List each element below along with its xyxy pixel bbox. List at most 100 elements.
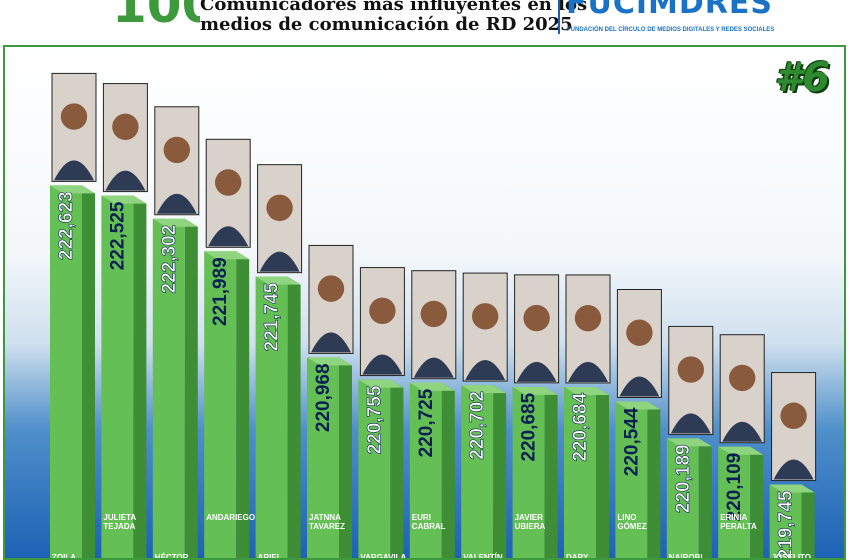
name-label: NAIROBI [668,553,703,560]
bar-group: 222,525 [101,83,148,558]
bar [204,251,237,558]
bar-top [512,386,558,395]
name-label: ERINIA PERALTA [720,513,757,531]
portrait-photo [719,334,765,444]
portrait-photo [616,289,662,399]
name-label: VALENTÍN [463,553,503,560]
bar-top [564,386,609,395]
bar-top [358,379,404,388]
bar [512,386,545,558]
bar-group: 220,109 [718,334,765,558]
bar [769,484,802,558]
portrait-photo [154,106,200,216]
bar-side [390,379,404,558]
name-label: JULIETA TEJADA [103,513,137,531]
bar-group: 222,302 [152,106,200,558]
bar-group: 221,989 [204,138,251,558]
portrait-photo [411,270,457,380]
bar-group: 220,189 [666,325,714,558]
bar [666,438,699,558]
name-label: LINO GÓMEZ [617,513,647,531]
bar-side [801,484,815,558]
bar-group: 219,745 [769,372,817,559]
svg-text:100: 100 [112,0,200,28]
name-label: VARGAVILA [360,553,407,560]
portrait-photo [205,138,251,248]
bar [152,218,185,558]
bar [409,382,442,558]
bar-side [133,195,147,558]
name-label: DARY [566,553,589,560]
bar-top [615,401,661,410]
bar [461,385,494,558]
name-label: ZOILA [52,553,76,560]
name-label: EURI CABRAL [411,513,446,531]
bar-side [287,276,301,558]
portrait-photo [771,372,817,482]
ranking-bar-chart: 222,623 222,525 222,302 221,989 221,745 220,9… [50,72,817,559]
bar-side [493,385,507,558]
name-label: HÉCTOR [154,553,189,560]
header: 100 Comunicadores más influyentes en los… [0,0,850,44]
value-label: 221,989 [210,257,231,326]
value-label: 220,684 [570,393,591,462]
bar-group: 220,685 [512,274,560,558]
bar [101,195,134,558]
value-label: 220,725 [416,388,437,457]
bar-top [409,382,455,391]
bar-top [718,446,764,455]
portrait-photo [359,267,405,377]
value-label: 220,189 [673,444,694,513]
bar-side [750,446,764,558]
bar [564,386,596,558]
bar [358,379,391,558]
bar-top [50,185,95,194]
bar [50,185,82,558]
bar-group: 220,684 [564,274,611,558]
bar-top [461,385,507,394]
title-line-1: Comunicadores más influyentes en los [200,0,588,15]
bar-side [339,357,352,558]
title-line-2: medios de comunicación de RD 2025 [200,14,573,35]
value-label: 222,525 [107,201,128,270]
bar [255,276,288,558]
bar [718,446,751,558]
bar-top [204,251,250,260]
rank-badge: #6 [774,55,830,101]
value-label: 220,685 [519,392,540,461]
portrait-photo [668,325,714,435]
bar [615,401,648,558]
name-label: JOSELITO [771,553,812,560]
bar-side [236,251,250,558]
name-label: ANDARIEGO [206,513,256,522]
value-label: 220,755 [364,385,385,454]
bar-top [255,276,301,285]
bar-side [82,185,95,558]
bar-side [647,401,661,558]
portrait-photo [102,83,148,193]
bar-top [152,218,198,227]
bar-side [184,218,198,558]
portrait-photo [462,272,508,382]
org-subtitle: FUNDACIÓN DEL CÍRCULO DE MEDIOS DIGITALE… [567,27,775,33]
bar-side [441,382,455,558]
value-label: 222,623 [56,191,77,260]
value-label: 220,968 [313,363,334,432]
bar-group: 220,755 [358,267,405,558]
value-label: 220,702 [467,391,488,460]
bar-group: 220,702 [461,272,508,558]
name-label: ARIEL [257,553,282,560]
bar-group: 221,745 [255,164,303,558]
name-label: JATNNA TAVAREZ [309,513,345,531]
portrait-photo [514,274,560,384]
value-label: 219,745 [776,490,797,559]
portrait-photo [257,164,303,274]
bar-group: 220,725 [409,270,457,558]
org-name: FUCIMDRES [566,0,773,21]
portrait-photo [565,274,611,384]
portrait-photo [51,72,97,182]
bar-top [307,357,352,366]
brand-logo: 100 [112,0,200,28]
bar-side [544,386,558,558]
bar-side [596,386,609,558]
